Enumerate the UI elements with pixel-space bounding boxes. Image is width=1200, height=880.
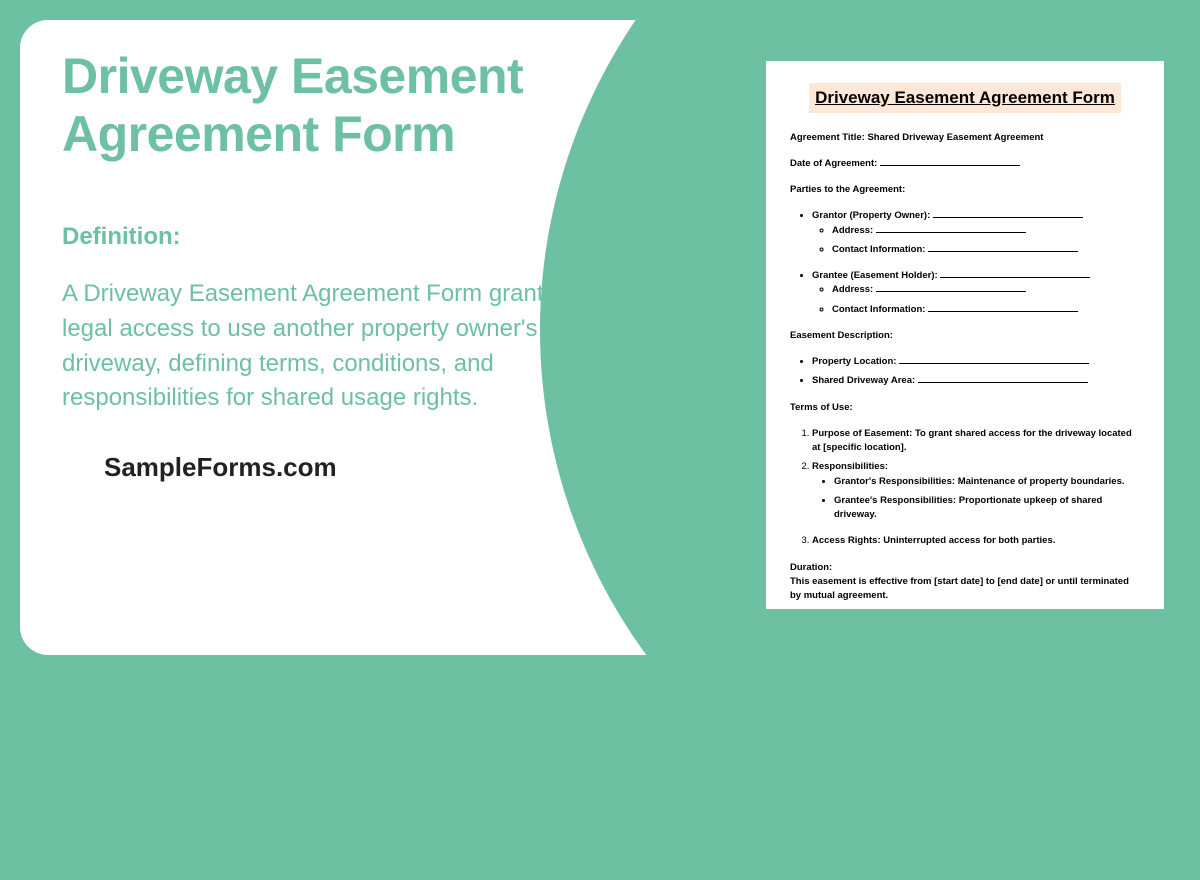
doc-term2b: Grantee's Responsibilities: Proportionat… (834, 494, 1140, 523)
doc-grantor-contact: Contact Information: (832, 243, 1140, 257)
doc-duration-text: This easement is effective from [start d… (790, 575, 1140, 604)
doc-term1: Purpose of Easement: To grant shared acc… (812, 427, 1140, 456)
doc-grantor-item: Grantor (Property Owner): Address: Conta… (812, 209, 1140, 257)
doc-grantor-label: Grantor (Property Owner): (812, 210, 930, 221)
doc-grantor-address: Address: (832, 224, 1140, 238)
doc-parties-label: Parties to the Agreement: (790, 183, 1140, 197)
doc-terms-label: Terms of Use: (790, 401, 1140, 415)
definition-text: A Driveway Easement Agreement Form grant… (62, 277, 602, 416)
doc-agreement-title-value: Shared Driveway Easement Agreement (867, 132, 1043, 143)
doc-grantee-address: Address: (832, 283, 1140, 297)
doc-grantee-contact: Contact Information: (832, 303, 1140, 317)
doc-date-row: Date of Agreement: (790, 157, 1140, 171)
doc-term3: Access Rights: Uninterrupted access for … (812, 534, 1140, 548)
doc-grantor-line (933, 209, 1083, 218)
doc-date-label: Date of Agreement: (790, 158, 877, 169)
brand-name: SampleForms.com (104, 452, 622, 483)
page-title: Driveway Easement Agreement Form (62, 48, 622, 163)
doc-date-line (880, 157, 1020, 166)
document-preview: Driveway Easement Agreement Form Agreeme… (765, 60, 1165, 610)
doc-term2a: Grantor's Responsibilities: Maintenance … (834, 475, 1140, 489)
doc-agreement-title-label: Agreement Title: (790, 132, 865, 143)
main-content: Driveway Easement Agreement Form Definit… (62, 48, 622, 483)
doc-grantee-label: Grantee (Easement Holder): (812, 270, 938, 281)
doc-agreement-title-row: Agreement Title: Shared Driveway Easemen… (790, 131, 1140, 145)
doc-grantee-item: Grantee (Easement Holder): Address: Cont… (812, 269, 1140, 317)
doc-property-location: Property Location: (812, 355, 1140, 369)
doc-parties-list: Grantor (Property Owner): Address: Conta… (790, 209, 1140, 317)
doc-easement-desc-label: Easement Description: (790, 329, 1140, 343)
doc-easement-list: Property Location: Shared Driveway Area: (790, 355, 1140, 389)
doc-duration: Duration: This easement is effective fro… (790, 561, 1140, 604)
doc-shared-area: Shared Driveway Area: (812, 374, 1140, 388)
doc-terms-list: Purpose of Easement: To grant shared acc… (790, 427, 1140, 549)
doc-term2: Responsibilities: Grantor's Responsibili… (812, 460, 1140, 522)
doc-duration-label: Duration: (790, 561, 1140, 575)
definition-label: Definition: (62, 223, 622, 251)
doc-title: Driveway Easement Agreement Form (809, 83, 1121, 113)
doc-grantee-line (940, 269, 1090, 278)
